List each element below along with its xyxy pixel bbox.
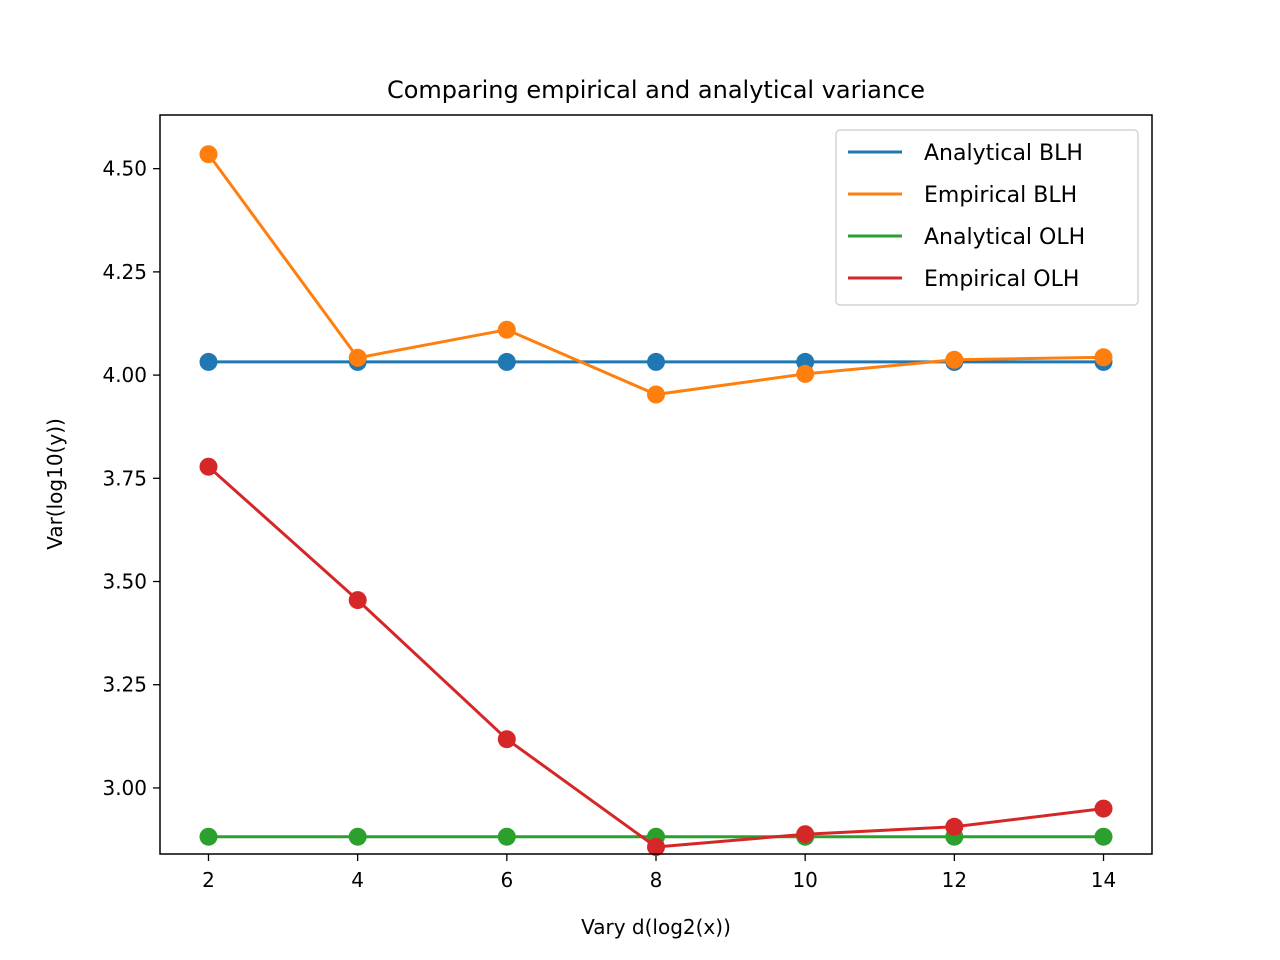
data-point-analytical-blh: [497, 352, 516, 371]
y-tick-label: 3.75: [102, 466, 147, 490]
y-tick-label: 4.25: [102, 260, 147, 284]
legend: Analytical BLH Empirical BLH Analytical OL…: [835, 129, 1139, 306]
series-empirical-blh: [199, 145, 1113, 404]
x-tick-label: 8: [650, 868, 663, 892]
y-tick-label: 4.00: [102, 363, 147, 387]
x-tick-label: 14: [1091, 868, 1116, 892]
y-axis-label: Var(log10(y)): [43, 418, 67, 550]
data-point-empirical-olh: [647, 838, 665, 856]
data-point-empirical-olh: [348, 591, 367, 610]
data-point-empirical-blh: [497, 320, 516, 339]
x-tick-label: 2: [202, 868, 215, 892]
series-empirical-olh: [199, 457, 1113, 856]
data-point-analytical-olh: [497, 827, 516, 846]
data-point-empirical-blh: [945, 350, 964, 369]
x-axis-label: Vary d(log2(x)): [581, 915, 731, 939]
x-tick-label: 12: [942, 868, 967, 892]
data-point-empirical-olh: [796, 825, 815, 844]
plot-area-frame: [159, 114, 1153, 855]
data-point-empirical-blh: [1094, 348, 1113, 367]
data-point-empirical-olh: [1094, 799, 1113, 818]
data-point-analytical-blh: [199, 352, 218, 371]
legend-label: Empirical BLH: [924, 183, 1077, 208]
x-axis-ticks: 2 4 6 8 10 12 14: [202, 854, 1116, 892]
data-point-analytical-olh: [199, 827, 218, 846]
legend-label: Empirical OLH: [924, 267, 1079, 292]
y-tick-label: 4.50: [102, 157, 147, 181]
x-tick-label: 4: [351, 868, 364, 892]
data-point-empirical-olh: [945, 817, 964, 836]
y-tick-label: 3.00: [102, 776, 147, 800]
data-point-empirical-blh: [796, 364, 815, 383]
x-tick-label: 10: [792, 868, 817, 892]
data-point-analytical-olh: [348, 827, 367, 846]
legend-frame: [835, 129, 1139, 306]
y-tick-label: 3.25: [102, 673, 147, 697]
data-point-empirical-blh: [647, 385, 665, 404]
data-point-analytical-blh: [647, 352, 665, 371]
data-point-empirical-blh: [199, 145, 218, 164]
x-tick-label: 6: [500, 868, 513, 892]
data-point-empirical-olh: [199, 457, 218, 476]
y-axis-ticks: 3.00 3.25 3.50 3.75 4.00 4.25 4.50: [102, 157, 160, 800]
legend-label: Analytical BLH: [924, 141, 1083, 166]
data-point-empirical-olh: [497, 730, 516, 749]
chart-title: Comparing empirical and analytical varia…: [387, 76, 925, 104]
data-point-empirical-blh: [348, 348, 367, 367]
legend-label: Analytical OLH: [924, 225, 1085, 250]
y-tick-label: 3.50: [102, 570, 147, 594]
data-point-analytical-olh: [1094, 827, 1113, 846]
series-layer: [199, 145, 1113, 856]
